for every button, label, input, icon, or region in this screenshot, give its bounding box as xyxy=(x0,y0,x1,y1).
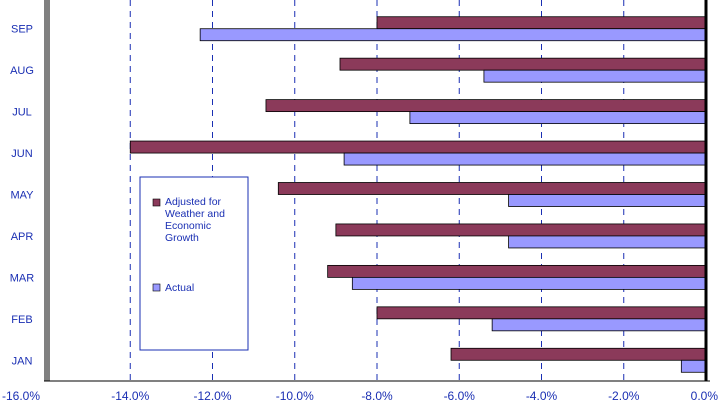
x-tick-label-neg4: -4.0% xyxy=(526,389,558,403)
y-tick-label-aug: AUG xyxy=(10,65,34,77)
x-tick-label-neg8: -8.0% xyxy=(361,389,393,403)
legend-label-adjusted-line-1: Adjusted for xyxy=(165,196,222,208)
bar-actual-apr xyxy=(508,235,707,249)
x-tick-label-neg12: -12.0% xyxy=(193,389,231,403)
bar-actual-jul xyxy=(409,111,707,125)
y-tick-label-mar: MAR xyxy=(10,272,35,284)
bar-actual-feb xyxy=(491,318,707,332)
bar-adjusted-aug xyxy=(339,57,707,71)
bar-actual-sep xyxy=(199,28,707,42)
x-tick-label-neg6: -6.0% xyxy=(444,389,476,403)
bar-adjusted-feb xyxy=(376,306,707,320)
bar-adjusted-jan xyxy=(450,347,707,361)
bar-adjusted-apr xyxy=(335,223,707,237)
y-tick-label-may: MAY xyxy=(10,190,34,202)
y-tick-label-feb: FEB xyxy=(11,314,32,326)
y-tick-label-jan: JAN xyxy=(12,355,33,367)
x-tick-label-neg2: -2.0% xyxy=(608,389,640,403)
bar-adjusted-jun xyxy=(129,140,707,154)
y-tick-label-sep: SEP xyxy=(11,24,33,36)
legend-label-adjusted-line-2: Weather and xyxy=(165,208,225,220)
bar-actual-mar xyxy=(351,276,707,290)
bar-actual-jan xyxy=(680,359,707,373)
x-tick-label-0: 0.0% xyxy=(691,389,719,403)
legend-label-adjusted-line-4: Growth xyxy=(165,232,199,244)
legend-label-adjusted-line-3: Economic xyxy=(165,220,211,232)
bar-actual-aug xyxy=(483,69,707,83)
legend: Adjusted for Weather and Economic Growth… xyxy=(139,176,249,351)
bar-adjusted-mar xyxy=(327,264,707,278)
y-tick-label-jul: JUL xyxy=(12,107,32,119)
bar-adjusted-sep xyxy=(376,16,707,30)
bar-actual-may xyxy=(508,194,707,207)
legend-label-actual: Actual xyxy=(165,282,194,294)
y-tick-label-apr: APR xyxy=(11,231,34,243)
x-tick-label-neg10: -10.0% xyxy=(276,389,314,403)
bar-adjusted-may xyxy=(277,182,707,195)
bar-adjusted-jul xyxy=(265,99,707,113)
x-tick-label-neg16: -16.0% xyxy=(2,389,40,403)
bar-actual-jun xyxy=(343,152,707,166)
y-axis-band xyxy=(44,0,50,381)
x-tick-label-neg14: -14.0% xyxy=(111,389,149,403)
y-tick-label-jun: JUN xyxy=(11,148,32,160)
legend-swatch-actual xyxy=(152,283,161,292)
legend-swatch-adjusted xyxy=(152,198,161,207)
